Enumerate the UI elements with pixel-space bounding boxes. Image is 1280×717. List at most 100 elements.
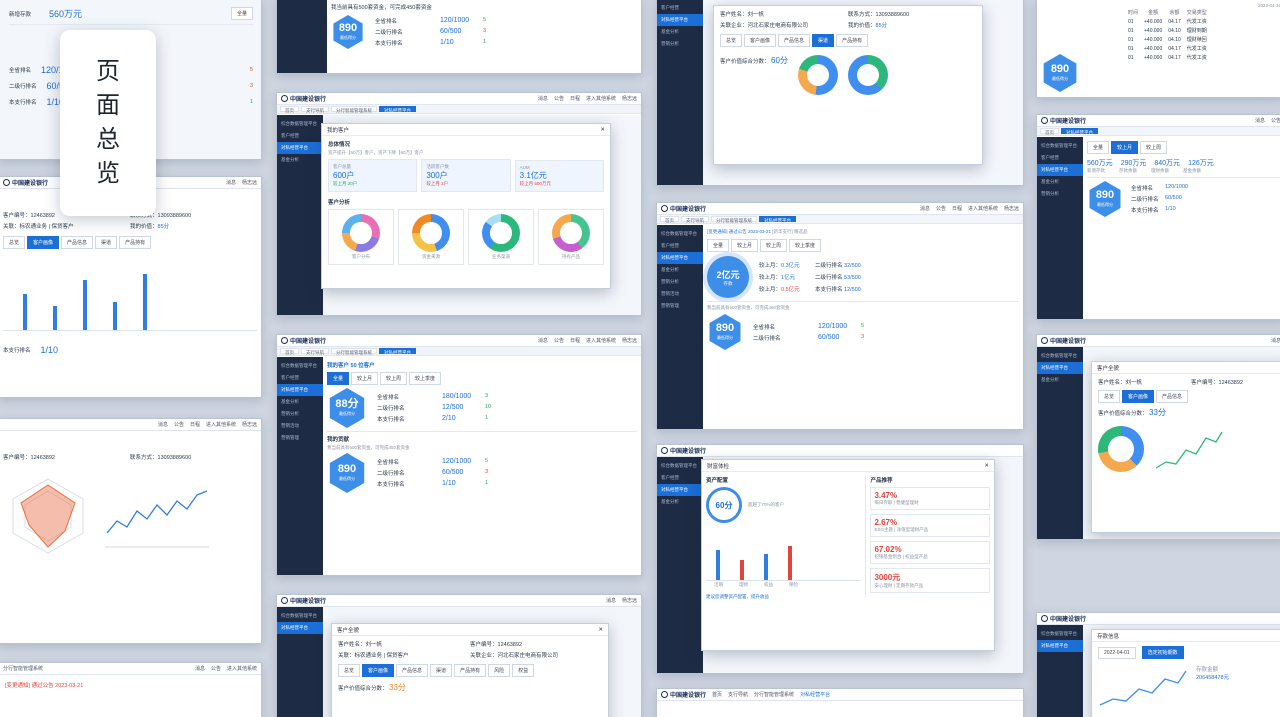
tab-system[interactable]: 分行智能管理系统 <box>331 106 377 113</box>
profile-tab[interactable]: 产品信息 <box>778 34 811 47</box>
profile-tab[interactable]: 总览 <box>338 664 361 677</box>
nav-link[interactable]: 杨志远 <box>621 338 637 344</box>
profile-tab[interactable]: 风险 <box>488 664 511 677</box>
tab-nav[interactable]: 支行导航 <box>681 216 709 223</box>
product-card[interactable]: 67.02% 招银基金组合 | 权益型产品 <box>870 541 990 564</box>
sidebar-item[interactable]: 对私经营平台 <box>657 252 703 264</box>
profile-tab[interactable]: 客户画像 <box>1122 390 1155 403</box>
sidebar-item[interactable]: 营销分析 <box>281 411 299 416</box>
nav-link[interactable]: 消息 <box>537 338 548 344</box>
nav-link[interactable]: 公告 <box>173 422 184 428</box>
tab-label[interactable]: 分行智能管理系统 <box>754 692 795 698</box>
profile-tab[interactable]: 客户画像 <box>27 236 60 249</box>
sidebar-item[interactable]: 营销分析 <box>661 279 679 284</box>
sidebar-item[interactable]: 基金分析 <box>661 267 679 272</box>
sidebar-item[interactable]: 综合数据管理平台 <box>1041 353 1077 358</box>
profile-tab[interactable]: 产品持有 <box>836 34 869 47</box>
filter-button[interactable]: 全量 <box>707 239 730 252</box>
profile-tab[interactable]: 产品信息 <box>396 664 429 677</box>
nav-link[interactable]: 公告 <box>1270 118 1280 124</box>
profile-tab[interactable]: 客户画像 <box>362 664 395 677</box>
nav-link[interactable]: 进入其他系统 <box>205 422 236 428</box>
product-card[interactable]: 3000元 安心理财 | 定期存款产品 <box>870 568 990 593</box>
tab-platform[interactable]: 对私经营平台 <box>379 348 416 355</box>
filter-button[interactable]: 较上季度 <box>789 239 822 252</box>
tab-platform[interactable]: 对私经营平台 <box>759 216 796 223</box>
tab-label[interactable]: 分行智能管理系统 <box>3 666 44 672</box>
nav-link[interactable]: 杨志远 <box>1003 206 1019 212</box>
nav-link[interactable]: 消息 <box>537 96 548 102</box>
product-card[interactable]: 3.47% 每日存取 | 稳健型理财 <box>870 487 990 510</box>
filter-button[interactable]: 较上周 <box>760 239 788 252</box>
nav-link[interactable]: 日程 <box>951 206 962 212</box>
tab-label[interactable]: 对私经营平台 <box>800 692 831 698</box>
sidebar-item[interactable]: 对私经营平台 <box>657 484 703 496</box>
tab-system[interactable]: 分行智能管理系统 <box>331 348 377 355</box>
nav-link[interactable]: 公告 <box>935 206 946 212</box>
filter-button[interactable]: 全量 <box>230 7 253 20</box>
profile-tab[interactable]: 产品持有 <box>119 236 152 249</box>
sidebar-item[interactable]: 基金分析 <box>1041 377 1059 382</box>
filter-button[interactable]: 较上周 <box>380 372 408 385</box>
nav-link[interactable]: 日程 <box>569 96 580 102</box>
filter-button[interactable]: 较上周 <box>1140 141 1168 154</box>
tab-home[interactable]: 首页 <box>1040 128 1059 135</box>
sidebar-item[interactable]: 营销活动 <box>661 291 679 296</box>
nav-link[interactable]: 进入其他系统 <box>585 338 616 344</box>
tab-label[interactable]: 支行导航 <box>728 692 749 698</box>
filter-button[interactable]: 较上季度 <box>409 372 442 385</box>
nav-link[interactable]: 进入其他系统 <box>585 96 616 102</box>
select-period-button[interactable]: 选定初始期数 <box>1141 646 1184 659</box>
tab-system[interactable]: 分行智能管理系统 <box>711 216 757 223</box>
sidebar-item[interactable]: 营销分析 <box>661 41 679 46</box>
tab-home[interactable]: 首页 <box>280 106 299 113</box>
profile-tab[interactable]: 总览 <box>1098 390 1121 403</box>
sidebar-item[interactable]: 综合数据管理平台 <box>281 613 317 618</box>
nav-link[interactable]: 公告 <box>553 96 564 102</box>
filter-button[interactable]: 全量 <box>1087 141 1110 154</box>
sidebar-item[interactable]: 基金分析 <box>281 399 299 404</box>
profile-tab[interactable]: 渠道 <box>812 34 835 47</box>
sidebar-item[interactable]: 对私经营平台 <box>1037 164 1083 176</box>
sidebar-item[interactable]: 营销分析 <box>1041 191 1059 196</box>
sidebar-item[interactable]: 客户经营 <box>1041 155 1059 160</box>
profile-tab[interactable]: 产品信息 <box>1156 390 1189 403</box>
sidebar-item[interactable]: 综合数据管理平台 <box>661 463 697 468</box>
profile-tab[interactable]: 权益 <box>512 664 535 677</box>
nav-link[interactable]: 消息 <box>605 598 616 604</box>
nav-link[interactable]: 消息 <box>1254 118 1265 124</box>
sidebar-item[interactable]: 对私经营平台 <box>1037 362 1083 374</box>
sidebar-item[interactable]: 对私经营平台 <box>1037 640 1083 652</box>
sidebar-item[interactable]: 综合数据管理平台 <box>281 121 317 126</box>
sidebar-item[interactable]: 基金分析 <box>1041 179 1059 184</box>
nav-link[interactable]: 杨志远 <box>621 598 637 604</box>
tab-label[interactable]: 首页 <box>712 692 723 698</box>
tab-home[interactable]: 首页 <box>660 216 679 223</box>
profile-tab[interactable]: 产品信息 <box>61 236 94 249</box>
filter-button[interactable]: 较上月 <box>1111 141 1139 154</box>
close-icon[interactable]: ✕ <box>598 626 603 633</box>
nav-link[interactable]: 消息 <box>157 422 168 428</box>
sidebar-item[interactable]: 对私经营平台 <box>277 622 323 634</box>
tab-platform[interactable]: 对私经营平台 <box>1061 128 1098 135</box>
nav-link[interactable]: 杨志远 <box>621 96 637 102</box>
nav-link[interactable]: 杨志远 <box>241 180 257 186</box>
profile-tab[interactable]: 客户画像 <box>744 34 777 47</box>
nav-link[interactable]: 公告 <box>553 338 564 344</box>
nav-link[interactable]: 消息 <box>225 180 236 186</box>
nav-link[interactable]: 进入其他系统 <box>967 206 998 212</box>
sidebar-item[interactable]: 营销管理 <box>661 303 679 308</box>
filter-button[interactable]: 较上月 <box>731 239 759 252</box>
sidebar-item[interactable]: 综合数据管理平台 <box>1041 143 1077 148</box>
sidebar-item[interactable]: 营销活动 <box>281 423 299 428</box>
nav-link[interactable]: 消息 <box>919 206 930 212</box>
sidebar-item[interactable]: 对私经营平台 <box>277 142 323 154</box>
tab-platform[interactable]: 对私经营平台 <box>379 106 416 113</box>
filter-button[interactable]: 较上月 <box>351 372 379 385</box>
nav-link[interactable]: 消息 <box>1270 338 1280 344</box>
sidebar-item[interactable]: 综合数据管理平台 <box>281 363 317 368</box>
sidebar-item[interactable]: 客户经营 <box>281 375 299 380</box>
profile-tab[interactable]: 渠道 <box>95 236 118 249</box>
sidebar-item[interactable]: 客户经营 <box>661 475 679 480</box>
nav-link[interactable]: 进入其他系统 <box>226 666 257 672</box>
